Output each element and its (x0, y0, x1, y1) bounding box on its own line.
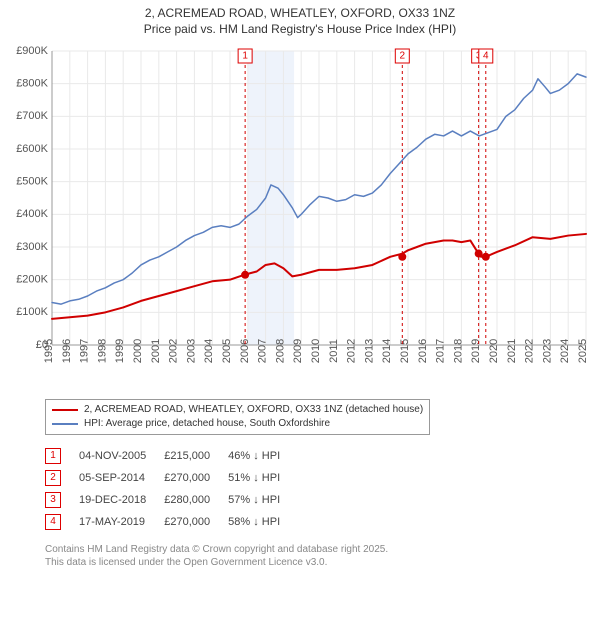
event-date: 04-NOV-2005 (79, 445, 164, 467)
event-marker: 1 (45, 448, 61, 464)
svg-text:£800K: £800K (16, 78, 48, 90)
svg-text:2015: 2015 (399, 339, 411, 363)
footer-note: Contains HM Land Registry data © Crown c… (45, 543, 590, 569)
svg-text:£200K: £200K (16, 274, 48, 286)
legend: 2, ACREMEAD ROAD, WHEATLEY, OXFORD, OX33… (45, 399, 430, 435)
svg-text:1: 1 (242, 51, 248, 62)
legend-swatch (52, 423, 78, 425)
legend-label: 2, ACREMEAD ROAD, WHEATLEY, OXFORD, OX33… (84, 403, 423, 417)
event-diff: 58% ↓ HPI (228, 511, 298, 533)
event-diff: 46% ↓ HPI (228, 445, 298, 467)
svg-text:2022: 2022 (524, 339, 536, 363)
svg-text:1996: 1996 (61, 339, 73, 363)
chart-svg: £0£100K£200K£300K£400K£500K£600K£700K£80… (8, 45, 592, 395)
svg-text:2025: 2025 (577, 339, 589, 363)
legend-label: HPI: Average price, detached house, Sout… (84, 417, 330, 431)
svg-text:2012: 2012 (346, 339, 358, 363)
event-price: £270,000 (164, 467, 228, 489)
svg-text:1999: 1999 (114, 339, 126, 363)
event-diff: 51% ↓ HPI (228, 467, 298, 489)
svg-text:2004: 2004 (203, 339, 215, 363)
svg-text:2019: 2019 (470, 339, 482, 363)
event-date: 05-SEP-2014 (79, 467, 164, 489)
svg-text:£900K: £900K (16, 45, 48, 57)
chart-container: 2, ACREMEAD ROAD, WHEATLEY, OXFORD, OX33… (0, 0, 600, 569)
svg-text:2021: 2021 (506, 339, 518, 363)
svg-text:2018: 2018 (452, 339, 464, 363)
event-row: 1 04-NOV-2005£215,00046% ↓ HPI (45, 445, 298, 467)
svg-text:2024: 2024 (559, 339, 571, 363)
svg-text:2008: 2008 (274, 339, 286, 363)
event-price: £215,000 (164, 445, 228, 467)
svg-text:2016: 2016 (417, 339, 429, 363)
svg-text:2010: 2010 (310, 339, 322, 363)
svg-text:£400K: £400K (16, 208, 48, 220)
event-row: 3 19-DEC-2018£280,00057% ↓ HPI (45, 489, 298, 511)
event-row: 2 05-SEP-2014£270,00051% ↓ HPI (45, 467, 298, 489)
svg-text:1995: 1995 (43, 339, 55, 363)
svg-text:2003: 2003 (185, 339, 197, 363)
legend-row: 2, ACREMEAD ROAD, WHEATLEY, OXFORD, OX33… (52, 403, 423, 417)
svg-text:2011: 2011 (328, 339, 340, 363)
svg-text:2000: 2000 (132, 339, 144, 363)
event-price: £270,000 (164, 511, 228, 533)
event-marker: 4 (45, 514, 61, 530)
svg-text:4: 4 (483, 51, 489, 62)
event-marker: 3 (45, 492, 61, 508)
svg-text:2013: 2013 (363, 339, 375, 363)
svg-text:£500K: £500K (16, 176, 48, 188)
svg-text:2: 2 (400, 51, 406, 62)
events-table: 1 04-NOV-2005£215,00046% ↓ HPI 2 05-SEP-201… (45, 445, 590, 533)
legend-row: HPI: Average price, detached house, Sout… (52, 417, 423, 431)
svg-text:2002: 2002 (168, 339, 180, 363)
footer-line-2: This data is licensed under the Open Gov… (45, 556, 590, 569)
event-row: 4 17-MAY-2019£270,00058% ↓ HPI (45, 511, 298, 533)
svg-text:£600K: £600K (16, 143, 48, 155)
title-line-2: Price paid vs. HM Land Registry's House … (0, 22, 600, 38)
svg-text:2007: 2007 (257, 339, 269, 363)
svg-text:2001: 2001 (150, 339, 162, 363)
title-line-1: 2, ACREMEAD ROAD, WHEATLEY, OXFORD, OX33… (0, 6, 600, 22)
chart-title: 2, ACREMEAD ROAD, WHEATLEY, OXFORD, OX33… (0, 0, 600, 37)
event-marker: 2 (45, 470, 61, 486)
svg-text:1997: 1997 (79, 339, 91, 363)
svg-text:1998: 1998 (96, 339, 108, 363)
svg-text:2017: 2017 (435, 339, 447, 363)
svg-text:£300K: £300K (16, 241, 48, 253)
svg-text:£700K: £700K (16, 110, 48, 122)
svg-text:2020: 2020 (488, 339, 500, 363)
legend-swatch (52, 409, 78, 411)
event-date: 17-MAY-2019 (79, 511, 164, 533)
svg-text:2023: 2023 (541, 339, 553, 363)
chart-plot-area: £0£100K£200K£300K£400K£500K£600K£700K£80… (8, 45, 592, 395)
footer-line-1: Contains HM Land Registry data © Crown c… (45, 543, 590, 556)
svg-text:2005: 2005 (221, 339, 233, 363)
svg-text:2014: 2014 (381, 339, 393, 363)
event-diff: 57% ↓ HPI (228, 489, 298, 511)
svg-text:£100K: £100K (16, 306, 48, 318)
event-price: £280,000 (164, 489, 228, 511)
event-date: 19-DEC-2018 (79, 489, 164, 511)
svg-text:2009: 2009 (292, 339, 304, 363)
